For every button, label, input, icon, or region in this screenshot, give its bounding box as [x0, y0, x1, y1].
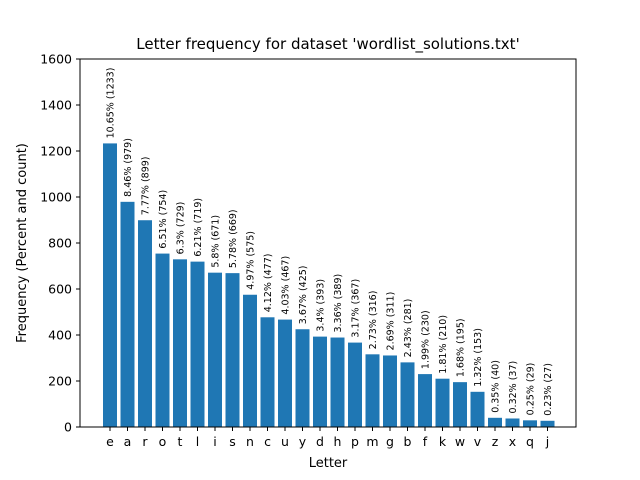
bar-g	[383, 355, 397, 427]
bar-k	[435, 378, 450, 427]
x-tick-label-w: w	[455, 434, 465, 449]
bar-b	[400, 362, 415, 427]
y-tick-label-0: 0	[64, 420, 72, 435]
x-tick-label-q: q	[526, 434, 534, 449]
x-tick-label-m: m	[366, 434, 378, 449]
x-tick-label-u: u	[281, 434, 289, 449]
x-tick-label-n: n	[246, 434, 254, 449]
bar-r	[138, 220, 152, 427]
x-tick-label-c: c	[264, 434, 271, 449]
x-tick-label-h: h	[334, 434, 342, 449]
data-label-w: 1.68% (195)	[456, 318, 467, 377]
x-tick-label-o: o	[159, 434, 167, 449]
y-tick-label-200: 200	[48, 374, 72, 389]
data-label-v: 1.32% (153)	[473, 328, 484, 387]
bar-n	[243, 294, 257, 427]
data-label-f: 1.99% (230)	[421, 310, 432, 369]
y-tick-label-1600: 1600	[40, 52, 72, 67]
x-tick-label-l: l	[196, 434, 199, 449]
bar-p	[348, 342, 362, 427]
data-label-k: 1.81% (210)	[438, 315, 449, 374]
bar-q	[523, 420, 537, 427]
x-tick-label-j: j	[545, 434, 549, 449]
bar-y	[295, 329, 310, 427]
bar-d	[313, 336, 327, 427]
data-label-m: 2.73% (316)	[368, 291, 379, 350]
bar-j	[540, 420, 555, 427]
bar-s	[225, 273, 240, 427]
bars-group	[103, 143, 555, 427]
y-tick-label-1200: 1200	[40, 144, 72, 159]
bar-h	[330, 337, 345, 427]
bar-o	[155, 253, 170, 427]
data-label-q: 0.25% (29)	[526, 363, 537, 416]
data-label-j: 0.23% (27)	[543, 363, 554, 416]
data-label-g: 2.69% (311)	[386, 292, 397, 351]
y-tick-label-1000: 1000	[40, 190, 72, 205]
data-label-b: 2.43% (281)	[403, 299, 414, 358]
x-tick-label-t: t	[178, 434, 183, 449]
data-label-p: 3.17% (367)	[351, 279, 362, 338]
bar-z	[488, 417, 502, 427]
data-label-r: 7.77% (899)	[141, 156, 152, 215]
data-label-e: 10.65% (1233)	[106, 68, 117, 139]
bar-v	[470, 391, 485, 427]
data-label-a: 8.46% (979)	[123, 138, 134, 197]
y-tick-label-1400: 1400	[40, 98, 72, 113]
data-label-t: 6.3% (729)	[176, 202, 187, 255]
data-label-s: 5.78% (669)	[228, 209, 239, 268]
x-tick-label-b: b	[404, 434, 412, 449]
y-tick-label-800: 800	[48, 236, 72, 251]
x-tick-label-r: r	[142, 434, 148, 449]
x-tick-label-e: e	[106, 434, 114, 449]
plot-area-frame	[79, 58, 577, 428]
bar-m	[365, 354, 380, 427]
bar-l	[190, 261, 205, 427]
x-tick-label-s: s	[229, 434, 236, 449]
x-axis-label: Letter	[309, 456, 348, 471]
x-tick-label-z: z	[492, 434, 499, 449]
x-tick-label-x: x	[509, 434, 516, 449]
data-label-o: 6.51% (754)	[158, 190, 169, 249]
x-tick-label-p: p	[351, 434, 359, 449]
data-label-i: 5.8% (671)	[211, 215, 222, 268]
data-label-c: 4.12% (477)	[263, 254, 274, 313]
x-tick-label-v: v	[474, 434, 482, 449]
bar-a	[120, 201, 135, 427]
x-tick-label-f: f	[423, 434, 428, 449]
bar-u	[278, 319, 292, 427]
x-tick-label-d: d	[316, 434, 324, 449]
bar-w	[453, 382, 467, 427]
data-label-u: 4.03% (467)	[281, 256, 292, 315]
data-label-n: 4.97% (575)	[246, 231, 257, 290]
x-tick-label-a: a	[124, 434, 132, 449]
data-label-x: 0.32% (37)	[508, 361, 519, 414]
bar-x	[505, 418, 520, 427]
y-axis-ticks: 0 200 400 600 800 1000 1200 1400 1600	[40, 52, 80, 435]
bar-t	[173, 259, 187, 427]
x-tick-label-g: g	[386, 434, 394, 449]
x-tick-label-k: k	[439, 434, 447, 449]
bar-i	[208, 272, 222, 427]
bar-c	[260, 317, 275, 427]
bar-f	[418, 374, 432, 427]
y-axis-label: Frequency (Percent and count)	[15, 143, 30, 343]
data-label-y: 3.67% (425)	[298, 266, 309, 325]
data-label-d: 3.4% (393)	[316, 279, 327, 332]
data-label-z: 0.35% (40)	[491, 360, 502, 413]
chart-title: Letter frequency for dataset 'wordlist_s…	[136, 35, 519, 54]
data-label-l: 6.21% (719)	[193, 198, 204, 257]
x-tick-label-i: i	[213, 434, 216, 449]
data-label-h: 3.36% (389)	[333, 274, 344, 333]
y-tick-label-600: 600	[48, 282, 72, 297]
y-tick-label-400: 400	[48, 328, 72, 343]
bar-e	[103, 143, 117, 427]
x-tick-label-y: y	[299, 434, 307, 449]
data-labels-group: 10.65% (1233) 8.46% (979) 7.77% (899) 6.51%…	[106, 68, 555, 416]
